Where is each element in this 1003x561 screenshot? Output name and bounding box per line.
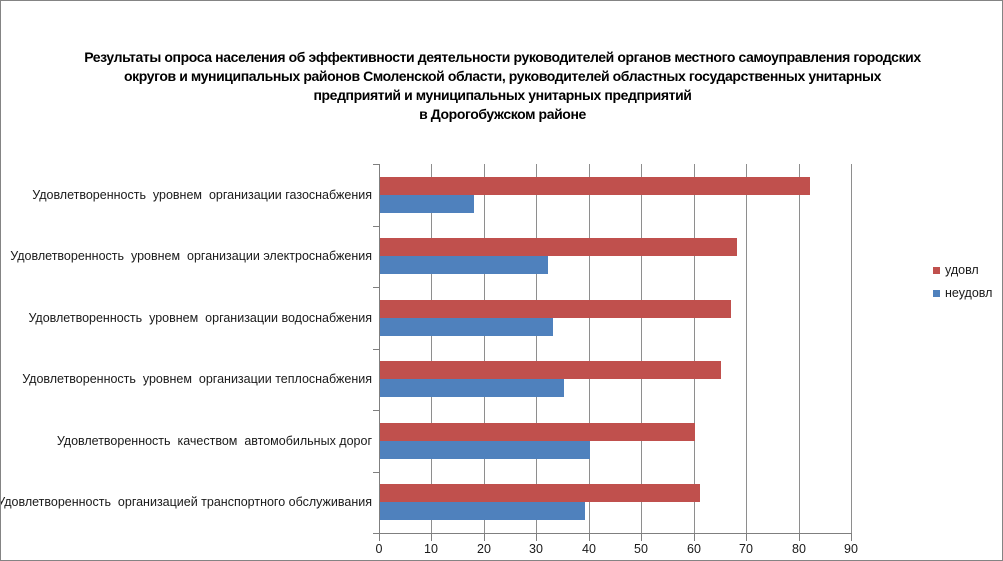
bar-неудовл-6 — [380, 502, 585, 521]
x-axis-tick-70 — [746, 534, 747, 541]
x-axis-tick-90 — [851, 534, 852, 541]
gridline-x-50 — [641, 164, 643, 533]
gridline-x-40 — [588, 164, 590, 533]
bar-удовл-3 — [380, 299, 732, 318]
x-axis-tick-60 — [694, 534, 695, 541]
gridline-x-30 — [536, 164, 538, 533]
y-axis-tick-2 — [373, 287, 379, 288]
x-axis-label-60: 60 — [687, 542, 701, 556]
plot-area — [379, 164, 852, 534]
legend-item-неудовл: неудовл — [933, 287, 992, 300]
gridline-x-80 — [798, 164, 800, 533]
gridline-x-20 — [483, 164, 485, 533]
gridline-x-60 — [693, 164, 695, 533]
y-axis-tick-3 — [373, 349, 379, 350]
bar-неудовл-5 — [380, 440, 590, 459]
bar-удовл-6 — [380, 484, 700, 503]
x-axis-tick-30 — [536, 534, 537, 541]
gridline-x-10 — [431, 164, 433, 533]
bar-удовл-5 — [380, 422, 695, 441]
chart-title-line-2: округов и муниципальных районов Смоленск… — [123, 68, 882, 84]
bar-неудовл-3 — [380, 317, 554, 336]
bar-неудовл-1 — [380, 194, 475, 213]
y-axis-tick-1 — [373, 226, 379, 227]
x-axis-label-80: 80 — [792, 542, 806, 556]
x-axis-label-10: 10 — [424, 542, 438, 556]
category-label-6: Удовлетворенность организацией транспорт… — [0, 495, 372, 510]
x-axis-tick-10 — [431, 534, 432, 541]
x-axis-tick-0 — [379, 534, 380, 541]
x-axis-label-0: 0 — [375, 542, 383, 556]
legend-label-удовл: удовл — [945, 263, 979, 277]
chart-title-line-4: в Дорогобужском районе — [419, 106, 586, 122]
x-axis-tick-50 — [641, 534, 642, 541]
y-axis-tick-5 — [373, 472, 379, 473]
gridline-x-70 — [746, 164, 748, 533]
chart-title-line-3: предприятий и муниципальных унитарных пр… — [313, 87, 692, 103]
y-axis-tick-4 — [373, 410, 379, 411]
chart-title-line-1: Результаты опроса населения об эффективн… — [84, 49, 921, 65]
category-label-1: Удовлетворенность уровнем организации га… — [32, 187, 372, 202]
legend-swatch-удовл — [933, 267, 940, 274]
category-label-4: Удовлетворенность уровнем организации те… — [22, 372, 372, 387]
x-axis-label-90: 90 — [844, 542, 858, 556]
category-label-5: Удовлетворенность качеством автомобильны… — [56, 433, 372, 448]
bar-удовл-1 — [380, 176, 811, 195]
x-axis-label-20: 20 — [477, 542, 491, 556]
bar-удовл-2 — [380, 238, 737, 257]
bar-неудовл-4 — [380, 379, 564, 398]
x-axis-tick-40 — [589, 534, 590, 541]
gridline-x-90 — [851, 164, 852, 533]
y-axis-tick-6 — [373, 533, 379, 534]
x-axis-tick-80 — [799, 534, 800, 541]
category-label-2: Удовлетворенность уровнем организации эл… — [10, 249, 372, 264]
legend-label-неудовл: неудовл — [945, 286, 993, 300]
bar-неудовл-2 — [380, 256, 548, 275]
x-axis-label-50: 50 — [634, 542, 648, 556]
y-axis-tick-0 — [373, 164, 379, 165]
x-axis-label-70: 70 — [739, 542, 753, 556]
legend-swatch-неудовл — [933, 290, 940, 297]
category-axis-labels: Удовлетворенность уровнем организации га… — [1, 164, 372, 533]
bar-удовл-4 — [380, 361, 721, 380]
legend: удовл неудовл — [933, 264, 992, 310]
x-axis-tick-20 — [484, 534, 485, 541]
x-axis-label-30: 30 — [529, 542, 543, 556]
x-axis-label-40: 40 — [582, 542, 596, 556]
category-label-3: Удовлетворенность уровнем организации во… — [28, 310, 372, 325]
legend-item-удовл: удовл — [933, 264, 992, 277]
chart-title: Результаты опроса населения об эффективн… — [13, 48, 992, 124]
